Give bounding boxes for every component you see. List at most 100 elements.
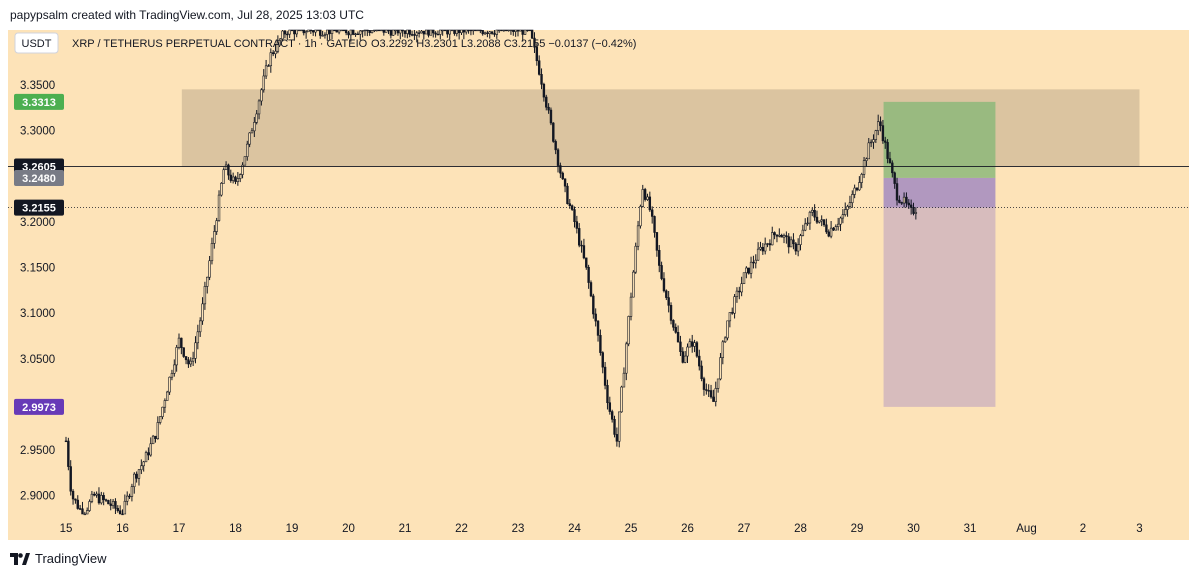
candle [286,31,289,41]
y-axis[interactable]: 2.9000 2.9500 3.0500 3.1000 3.1500 3.2000 3.30… [20,80,55,503]
candle [424,29,428,35]
candle [88,499,91,512]
candle [460,29,463,36]
candle [248,132,251,148]
x-axis[interactable]: 15 16 17 18 19 20 21 22 23 24 25 26 27 28 29 30 31 Aug 2 3 [60,523,1143,535]
position-stop-zone[interactable] [883,207,996,407]
candle [820,215,823,227]
candle [742,272,746,285]
candle [432,29,435,38]
y-tick-label: 3.0500 [20,354,55,366]
candle [163,398,167,413]
candle [566,183,569,205]
candle [450,29,454,32]
candle [787,233,790,254]
candle [295,29,298,38]
candle [827,229,830,238]
candle [95,491,98,498]
candle [721,340,725,365]
candle [610,409,614,423]
candle [413,30,416,40]
price-badge: 3.2155 [14,199,64,216]
candle [639,204,642,229]
candle [420,30,423,34]
candle [836,217,840,231]
candle [392,29,395,36]
candle [67,437,70,471]
candle [276,35,280,54]
candle [64,436,68,443]
candle [799,233,802,251]
candle [194,336,197,364]
candle [373,29,376,33]
candle [180,337,183,355]
candle [700,360,703,382]
candle [246,140,249,161]
candle [723,336,727,343]
top-bar: papypsalm created with TradingView.com, … [0,0,1199,30]
candle [403,30,407,38]
candle [771,226,774,246]
position-profit-zone[interactable] [883,101,996,178]
tradingview-logo[interactable]: TradingView [10,551,107,566]
candle [874,129,878,143]
candle [707,384,710,398]
candle [102,492,105,506]
y-tick-label: 3.1500 [20,262,55,274]
candle [509,29,513,35]
candle [469,29,473,36]
currency-button[interactable]: USDT [14,32,59,54]
candle [561,171,564,180]
candle [307,29,310,33]
symbol-title: XRP / TETHERUS PERPETUAL CONTRACT · 1h ·… [72,38,368,50]
candle [182,347,185,358]
candle [646,193,649,201]
candle [888,151,892,164]
candle [389,29,393,39]
candle [109,498,112,511]
candle [603,362,607,390]
candle [154,435,157,443]
candle [858,176,861,191]
legend: USDT XRP / TETHERUS PERPETUAL CONTRACT ·… [14,32,636,54]
lines-layer [8,166,1189,209]
candle [166,390,169,401]
candle [606,379,609,410]
candle [818,220,821,224]
candle [316,29,320,32]
candle [279,37,282,46]
candle [867,137,870,160]
candle [505,29,508,32]
candle [436,30,440,36]
candle [74,498,77,504]
candle [215,217,218,235]
x-tick-label: 18 [229,523,242,535]
candle [695,340,699,358]
candle [85,507,89,515]
x-tick-label: Aug [1016,523,1036,535]
candle [587,264,590,289]
candle [462,29,466,40]
x-tick-label: 23 [512,523,525,535]
candle [625,341,628,381]
candle [580,240,583,253]
candle [653,215,656,238]
candle [804,218,807,232]
candle [615,427,619,447]
candle [434,31,437,38]
candle [222,167,225,184]
supply-zone[interactable] [181,89,1140,167]
candle [898,195,901,204]
x-tick-label: 21 [399,523,412,535]
x-tick-label: 30 [907,523,920,535]
price-badge-label: 3.3313 [22,97,56,109]
candle [446,29,449,38]
candle [629,292,633,321]
candle [893,171,896,189]
candle [133,472,136,494]
candle [493,30,496,37]
candle [643,187,647,202]
candle [782,233,786,244]
candle [726,320,729,341]
